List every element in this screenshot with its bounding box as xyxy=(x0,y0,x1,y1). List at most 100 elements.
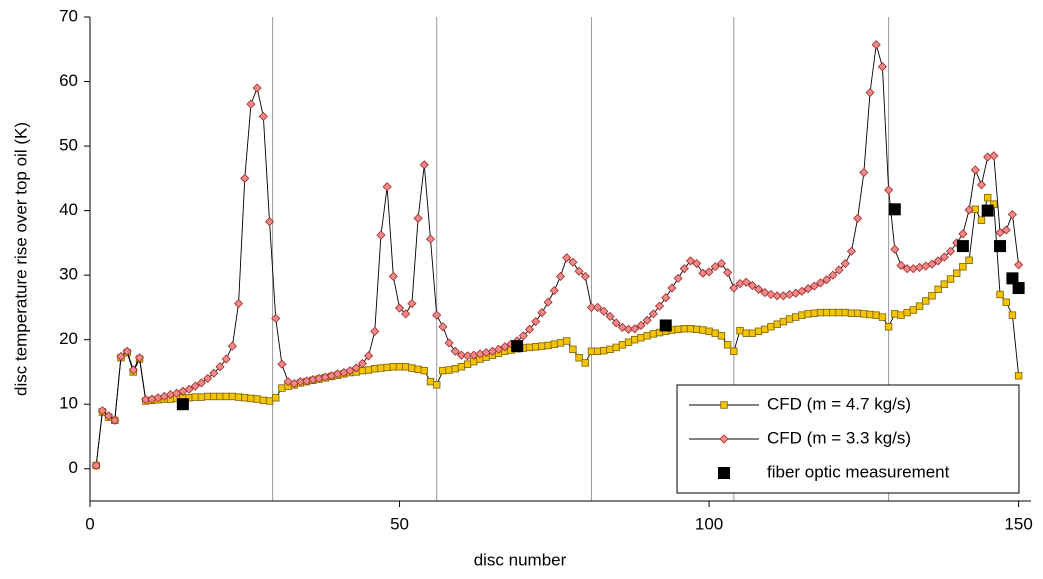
square-marker xyxy=(860,310,868,318)
square-marker xyxy=(977,216,986,224)
y-axis-label: disc temperature rise over top oil (K) xyxy=(11,122,30,396)
diamond-marker xyxy=(1014,260,1024,270)
square-marker xyxy=(835,308,843,317)
diamond-marker xyxy=(859,167,869,178)
square-marker xyxy=(532,343,540,351)
square-marker xyxy=(748,329,757,337)
square-marker xyxy=(265,397,274,405)
diamond-marker xyxy=(989,151,999,161)
square-marker xyxy=(216,392,224,401)
diamond-marker xyxy=(394,303,405,313)
diamond-marker xyxy=(518,331,528,341)
diamond-marker xyxy=(778,291,788,301)
y-tick-label: 60 xyxy=(59,71,78,90)
square-marker xyxy=(1008,311,1017,319)
diamond-marker xyxy=(227,341,237,351)
square-marker xyxy=(191,393,199,401)
square-marker xyxy=(511,340,524,353)
diamond-marker xyxy=(605,311,615,322)
square-marker xyxy=(426,377,435,386)
diamond-marker xyxy=(562,253,572,263)
square-marker xyxy=(785,315,794,323)
square-marker xyxy=(699,326,707,334)
diamond-marker xyxy=(735,278,745,289)
square-marker xyxy=(278,384,286,392)
square-marker xyxy=(730,347,738,355)
diamond-marker xyxy=(958,229,968,239)
square-marker xyxy=(717,332,726,340)
square-marker xyxy=(544,341,552,350)
square-marker xyxy=(981,204,994,217)
square-marker xyxy=(463,360,472,368)
square-marker xyxy=(1006,272,1019,285)
diamond-marker xyxy=(264,217,275,227)
square-marker xyxy=(810,309,819,317)
diamond-marker xyxy=(964,205,974,215)
square-marker xyxy=(692,325,701,334)
diamond-marker xyxy=(704,267,714,277)
y-tick-label: 30 xyxy=(59,265,78,284)
diamond-marker xyxy=(345,366,355,376)
square-marker xyxy=(909,306,918,314)
diamond-marker xyxy=(772,291,782,301)
diamond-marker xyxy=(425,234,436,244)
square-marker xyxy=(241,394,249,402)
y-tick-label: 70 xyxy=(59,6,78,25)
diamond-marker xyxy=(364,351,374,361)
diamond-marker xyxy=(531,317,541,327)
diamond-marker xyxy=(419,160,429,170)
series xyxy=(91,40,1024,471)
square-marker xyxy=(575,354,583,362)
square-marker xyxy=(934,285,942,294)
diamond-marker xyxy=(766,289,776,300)
square-marker xyxy=(674,325,682,334)
square-marker xyxy=(1012,282,1025,295)
diamond-marker xyxy=(692,258,702,269)
square-marker xyxy=(829,308,837,317)
square-marker xyxy=(841,308,849,317)
square-marker xyxy=(538,342,546,350)
diamond-marker xyxy=(908,264,918,274)
diamond-marker xyxy=(890,244,900,254)
diamond-marker xyxy=(258,111,268,121)
x-axis-label: disc number xyxy=(474,550,567,569)
square-marker xyxy=(767,323,775,331)
square-marker xyxy=(736,326,744,335)
diamond-marker xyxy=(407,298,417,309)
diamond-marker xyxy=(673,273,683,283)
diamond-marker xyxy=(122,346,132,356)
diamond-marker xyxy=(246,99,256,109)
square-marker xyxy=(649,330,658,338)
square-marker xyxy=(928,292,936,300)
square-marker xyxy=(439,366,447,375)
diamond-marker xyxy=(91,460,101,471)
square-marker xyxy=(259,396,268,405)
diamond-marker xyxy=(376,230,386,240)
square-marker xyxy=(210,392,218,401)
diamond-marker xyxy=(277,359,287,369)
x-tick-label: 0 xyxy=(85,514,94,533)
diamond-marker xyxy=(240,173,250,183)
diamond-marker xyxy=(555,271,566,281)
square-marker xyxy=(624,338,633,346)
square-marker xyxy=(823,308,831,317)
legend: CFD (m = 4.7 kg/s) CFD (m = 3.3 kg/s) fibe… xyxy=(676,384,1020,494)
square-marker xyxy=(680,324,689,333)
diamond-marker xyxy=(803,284,813,294)
square-marker xyxy=(915,302,924,310)
diamond-marker xyxy=(970,165,980,175)
diamond-marker xyxy=(828,270,838,280)
square-marker xyxy=(451,365,459,373)
square-marker xyxy=(364,366,373,374)
square-marker xyxy=(946,275,955,283)
y-tick-label: 40 xyxy=(59,200,78,219)
diamond-marker xyxy=(884,185,894,195)
diamond-marker xyxy=(915,262,925,272)
square-marker xyxy=(853,309,862,317)
square-marker xyxy=(659,319,672,332)
legend-label: CFD (m = 3.3 kg/s) xyxy=(767,428,911,447)
square-marker xyxy=(457,363,466,371)
square-marker xyxy=(686,324,695,333)
square-marker xyxy=(618,341,627,349)
square-marker xyxy=(897,311,905,319)
